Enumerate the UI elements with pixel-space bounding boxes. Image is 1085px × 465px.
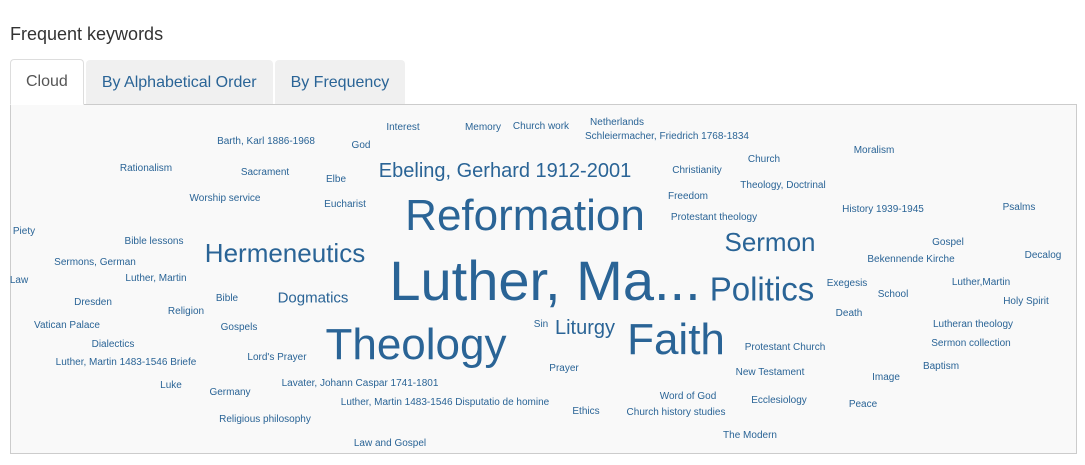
- keyword-link[interactable]: Word of God: [659, 391, 717, 402]
- keyword-link[interactable]: Peace: [848, 399, 878, 410]
- keyword-link[interactable]: Dresden: [74, 297, 112, 308]
- keyword-link[interactable]: Sermon: [724, 227, 816, 257]
- keyword-link[interactable]: Luke: [160, 380, 182, 391]
- keyword-link[interactable]: Theology, Doctrinal: [740, 180, 826, 191]
- tab-bar: Cloud By Alphabetical Order By Frequency: [10, 59, 407, 105]
- keyword-link[interactable]: Christianity: [672, 165, 722, 176]
- keyword-link[interactable]: Germany: [209, 387, 251, 398]
- tab-by-frequency[interactable]: By Frequency: [274, 60, 406, 105]
- keyword-link[interactable]: Hermeneutics: [204, 238, 366, 268]
- keyword-link[interactable]: Theology: [325, 320, 507, 369]
- keyword-link[interactable]: Netherlands: [590, 117, 644, 128]
- keyword-link[interactable]: Baptism: [922, 361, 960, 372]
- section-heading: Frequent keywords: [10, 24, 164, 44]
- keyword-link[interactable]: Lord's Prayer: [247, 352, 307, 363]
- keyword-link[interactable]: Liturgy: [554, 317, 616, 339]
- keyword-link[interactable]: Piety: [12, 226, 36, 237]
- keyword-link[interactable]: Law: [9, 275, 29, 286]
- keyword-link[interactable]: Death: [835, 308, 863, 319]
- keyword-link[interactable]: Prayer: [549, 363, 579, 374]
- keyword-link[interactable]: Bible: [215, 293, 239, 304]
- keyword-link[interactable]: Ethics: [572, 406, 600, 417]
- keyword-link[interactable]: Worship service: [189, 193, 261, 204]
- keyword-link[interactable]: Luther, Martin 1483-1546 Briefe: [55, 357, 197, 368]
- keyword-link[interactable]: Lutheran theology: [932, 319, 1014, 330]
- keyword-link[interactable]: Elbe: [325, 174, 347, 185]
- keyword-link[interactable]: Bekennende Kirche: [867, 254, 955, 265]
- keyword-link[interactable]: Luther,Martin: [951, 277, 1011, 288]
- keyword-link[interactable]: Exegesis: [826, 278, 868, 289]
- keyword-link[interactable]: Barth, Karl 1886-1968: [217, 136, 315, 147]
- keyword-link[interactable]: Memory: [464, 122, 502, 133]
- keyword-link[interactable]: Moralism: [853, 145, 895, 156]
- keyword-link[interactable]: Faith: [627, 315, 725, 364]
- keyword-link[interactable]: Protestant Church: [744, 342, 826, 353]
- keyword-link[interactable]: Sin: [533, 319, 549, 330]
- keyword-link[interactable]: Decalog: [1024, 250, 1062, 261]
- keyword-link[interactable]: Ebeling, Gerhard 1912-2001: [378, 160, 632, 182]
- keyword-link[interactable]: Dogmatics: [277, 289, 349, 307]
- keyword-link[interactable]: Lavater, Johann Caspar 1741-1801: [281, 378, 439, 389]
- keyword-link[interactable]: Ecclesiology: [751, 395, 807, 406]
- keyword-link[interactable]: Protestant theology: [670, 212, 758, 223]
- keyword-link[interactable]: God: [351, 140, 371, 151]
- keyword-link[interactable]: Bible lessons: [124, 236, 184, 247]
- keyword-link[interactable]: Psalms: [1002, 202, 1036, 213]
- keyword-link[interactable]: Image: [872, 372, 900, 383]
- keyword-link[interactable]: Religious philosophy: [219, 414, 311, 425]
- keyword-link[interactable]: School: [877, 289, 909, 300]
- keyword-link[interactable]: Church history studies: [626, 407, 726, 418]
- keyword-link[interactable]: Gospel: [932, 237, 964, 248]
- keyword-link[interactable]: Eucharist: [324, 199, 366, 210]
- keyword-link[interactable]: The Modern: [723, 430, 777, 441]
- keyword-link[interactable]: Sermon collection: [931, 338, 1011, 349]
- keyword-link[interactable]: Reformation: [405, 191, 645, 240]
- keyword-link[interactable]: Schleiermacher, Friedrich 1768-1834: [585, 131, 749, 142]
- keyword-link[interactable]: Freedom: [667, 191, 709, 202]
- keyword-link[interactable]: Luther, Ma...: [389, 249, 701, 312]
- keyword-link[interactable]: Sermons, German: [54, 257, 136, 268]
- tab-cloud[interactable]: Cloud: [10, 59, 84, 105]
- tab-alphabetical-order[interactable]: By Alphabetical Order: [85, 60, 273, 105]
- keyword-link[interactable]: Sacrament: [240, 167, 290, 178]
- keyword-link[interactable]: Vatican Palace: [34, 320, 100, 331]
- keyword-link[interactable]: New Testament: [735, 367, 805, 378]
- keyword-link[interactable]: Luther, Martin: [125, 273, 187, 284]
- keyword-link[interactable]: Holy Spirit: [1003, 296, 1049, 307]
- keyword-link[interactable]: Interest: [386, 122, 420, 133]
- keyword-link[interactable]: Religion: [167, 306, 205, 317]
- keyword-link[interactable]: Gospels: [220, 322, 258, 333]
- keyword-link[interactable]: Law and Gospel: [353, 438, 427, 449]
- keyword-link[interactable]: Church work: [512, 121, 570, 132]
- keyword-link[interactable]: Politics: [709, 270, 815, 308]
- keyword-link[interactable]: Luther, Martin 1483-1546 Disputatio de h…: [340, 397, 550, 408]
- keyword-link[interactable]: Church: [747, 154, 781, 165]
- keyword-link[interactable]: Dialectics: [91, 339, 135, 350]
- keyword-link[interactable]: Rationalism: [119, 163, 173, 174]
- keyword-link[interactable]: History 1939-1945: [842, 204, 924, 215]
- keyword-cloud: Interest Memory Church work Netherlands Schl…: [10, 104, 1077, 454]
